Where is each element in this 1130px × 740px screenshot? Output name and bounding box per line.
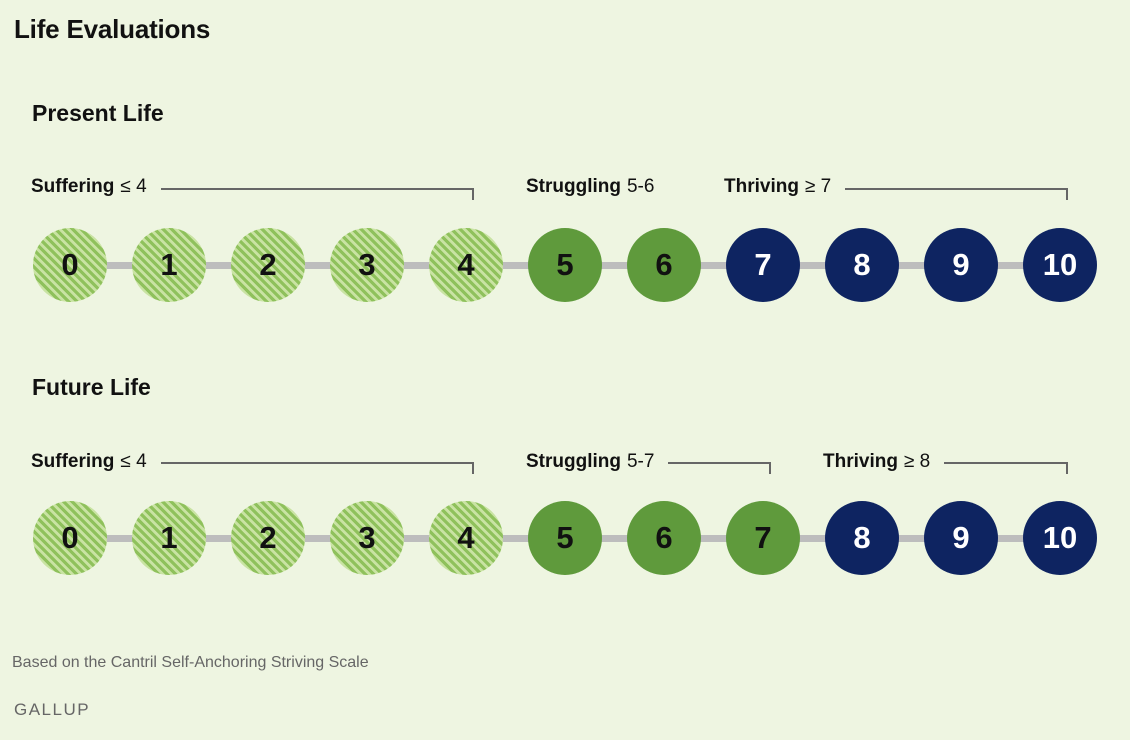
group-label-struggling: Struggling 5-6 bbox=[526, 176, 654, 198]
scale-connector bbox=[501, 262, 530, 269]
footnote: Based on the Cantril Self-Anchoring Stri… bbox=[12, 654, 369, 671]
scale-point-8: 8 bbox=[825, 501, 899, 575]
scale-connector bbox=[600, 262, 629, 269]
scale-connector bbox=[600, 535, 629, 542]
scale-connector bbox=[699, 262, 728, 269]
scale-point-9: 9 bbox=[924, 501, 998, 575]
scale-connector bbox=[204, 262, 233, 269]
scale-point-2: 2 bbox=[231, 228, 305, 302]
scale-point-4: 4 bbox=[429, 501, 503, 575]
group-name: Suffering bbox=[31, 451, 115, 472]
group-bracket bbox=[944, 462, 1068, 474]
group-range: ≥ 7 bbox=[804, 176, 832, 197]
section-title-future-life: Future Life bbox=[32, 374, 151, 400]
group-range: 5-7 bbox=[626, 451, 655, 472]
scale-point-8: 8 bbox=[825, 228, 899, 302]
group-label-thriving: Thriving ≥ 7 bbox=[724, 176, 831, 198]
scale-connector bbox=[402, 262, 431, 269]
scale-point-10: 10 bbox=[1023, 228, 1097, 302]
scale-connector bbox=[798, 535, 827, 542]
scale-connector bbox=[204, 535, 233, 542]
scale-point-6: 6 bbox=[627, 501, 701, 575]
scale-point-5: 5 bbox=[528, 501, 602, 575]
scale-connector bbox=[699, 535, 728, 542]
scale-connector bbox=[105, 535, 134, 542]
scale-connector bbox=[402, 535, 431, 542]
group-name: Struggling bbox=[526, 176, 621, 197]
group-bracket bbox=[160, 188, 474, 200]
scale-point-1: 1 bbox=[132, 501, 206, 575]
scale-connector bbox=[897, 535, 926, 542]
scale-connector bbox=[303, 535, 332, 542]
scale-point-3: 3 bbox=[330, 228, 404, 302]
group-label-suffering: Suffering ≤ 4 bbox=[31, 451, 147, 473]
group-name: Thriving bbox=[823, 451, 898, 472]
scale-point-0: 0 bbox=[33, 501, 107, 575]
group-name: Thriving bbox=[724, 176, 799, 197]
scale-connector bbox=[798, 262, 827, 269]
scale-point-2: 2 bbox=[231, 501, 305, 575]
scale-connector bbox=[897, 262, 926, 269]
scale-connector bbox=[105, 262, 134, 269]
group-label-thriving: Thriving ≥ 8 bbox=[823, 451, 930, 473]
scale-point-6: 6 bbox=[627, 228, 701, 302]
scale-point-9: 9 bbox=[924, 228, 998, 302]
page-title: Life Evaluations bbox=[14, 14, 211, 44]
group-bracket bbox=[668, 462, 771, 474]
group-range: ≥ 8 bbox=[903, 451, 931, 472]
group-bracket bbox=[845, 188, 1068, 200]
group-name: Struggling bbox=[526, 451, 621, 472]
group-range: ≤ 4 bbox=[120, 451, 147, 472]
scale-point-7: 7 bbox=[726, 228, 800, 302]
group-range: 5-6 bbox=[626, 176, 655, 197]
scale-point-1: 1 bbox=[132, 228, 206, 302]
scale-point-5: 5 bbox=[528, 228, 602, 302]
scale-connector bbox=[303, 262, 332, 269]
group-label-struggling: Struggling 5-7 bbox=[526, 451, 654, 473]
brand-logo: GALLUP bbox=[14, 700, 91, 719]
scale-point-3: 3 bbox=[330, 501, 404, 575]
scale-connector bbox=[996, 262, 1025, 269]
section-title-present-life: Present Life bbox=[32, 100, 164, 126]
scale-connector bbox=[501, 535, 530, 542]
group-range: ≤ 4 bbox=[120, 176, 147, 197]
scale-point-0: 0 bbox=[33, 228, 107, 302]
scale-connector bbox=[996, 535, 1025, 542]
scale-point-4: 4 bbox=[429, 228, 503, 302]
group-label-suffering: Suffering ≤ 4 bbox=[31, 176, 147, 198]
scale-point-7: 7 bbox=[726, 501, 800, 575]
group-name: Suffering bbox=[31, 176, 115, 197]
scale-point-10: 10 bbox=[1023, 501, 1097, 575]
group-bracket bbox=[160, 462, 474, 474]
